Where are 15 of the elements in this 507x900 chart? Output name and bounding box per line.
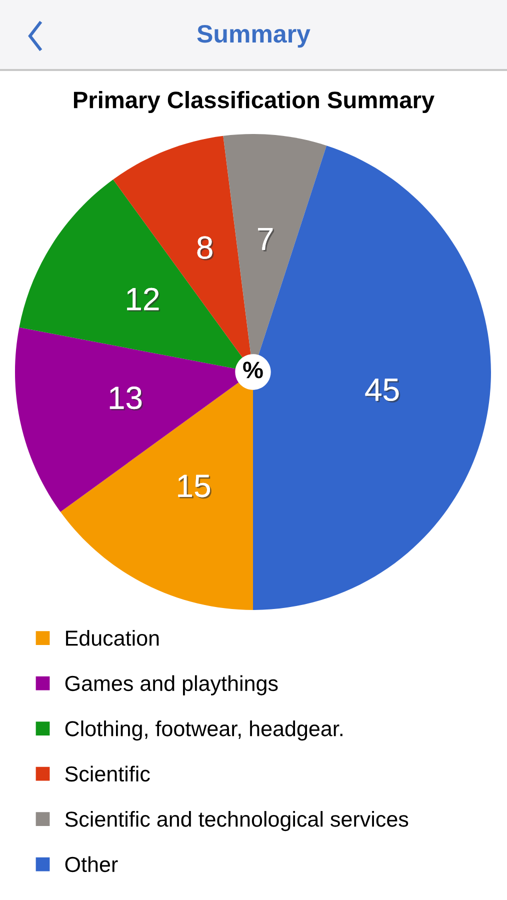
legend-label: Games and playthings: [65, 675, 278, 696]
legend-label: Clothing, footwear, headgear.: [65, 720, 342, 741]
text: %: [243, 362, 263, 378]
legend-label: Education: [66, 630, 159, 646]
text: Summary: [197, 25, 310, 48]
legend-label: Other: [65, 856, 118, 872]
data-label: 15: [178, 474, 212, 499]
legend-label: Scientific and technological services: [65, 811, 408, 832]
legend-label: Scientific: [65, 766, 150, 782]
data-label: 13: [110, 386, 144, 411]
chart-title: Primary Classification Summary: [74, 90, 434, 114]
data-label: 45: [365, 378, 400, 402]
data-label: 7: [258, 228, 274, 252]
data-label: 12: [127, 288, 160, 312]
data-label: 8: [197, 236, 214, 260]
